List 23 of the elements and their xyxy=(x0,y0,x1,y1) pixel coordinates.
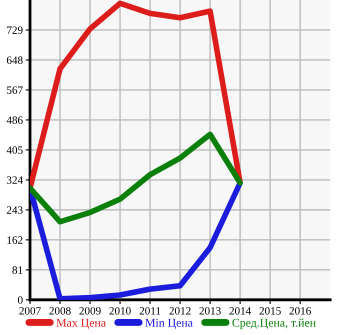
legend-label: Min Цена xyxy=(145,318,193,330)
y-tick-label: 567 xyxy=(7,86,23,94)
y-tick-label: 729 xyxy=(7,26,23,34)
y-tick-label: 243 xyxy=(6,206,23,214)
x-tick-label: 2008 xyxy=(49,307,71,315)
y-tick-label: 486 xyxy=(6,116,23,124)
x-tick-label: 2007 xyxy=(19,307,41,315)
x-tick-label: 2010 xyxy=(109,307,131,315)
y-tick-label: 162 xyxy=(7,236,22,244)
legend-label: Сред.Цена, т.йен xyxy=(232,318,316,330)
x-tick-label: 2009 xyxy=(79,307,101,315)
x-tick-label: 2015 xyxy=(260,307,281,315)
x-tick-label: 2011 xyxy=(140,307,160,315)
x-tick-label: 2012 xyxy=(169,307,191,315)
y-tick-label: 648 xyxy=(6,56,23,64)
x-tick-label: 2013 xyxy=(199,307,221,315)
y-tick-label: 0 xyxy=(18,296,23,304)
y-tick-label: 324 xyxy=(6,176,23,184)
x-tick-label: 2016 xyxy=(290,307,311,315)
y-tick-label: 81 xyxy=(12,266,22,274)
x-tick-label: 2014 xyxy=(229,307,252,315)
legend-label: Max Цена xyxy=(56,318,106,330)
y-tick-label: 405 xyxy=(6,146,23,154)
